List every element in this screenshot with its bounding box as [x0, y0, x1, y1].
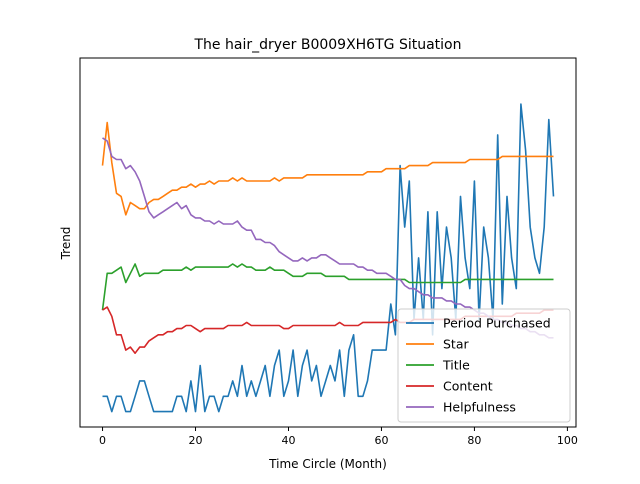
x-tick-label: 80	[467, 434, 481, 447]
x-tick-label: 40	[281, 434, 295, 447]
legend-label: Star	[443, 337, 469, 352]
axes-frame	[79, 57, 577, 428]
series-line-title	[101, 263, 554, 311]
legend: Period Purchased Star Title Content Helpfuln…	[397, 308, 571, 423]
x-tick-label: 0	[99, 434, 106, 447]
x-axis-label: Time Circle (Month)	[268, 457, 387, 471]
x-tick-label: 20	[189, 434, 203, 447]
y-axis-label: Trend	[59, 227, 73, 261]
chart-title: The hair_dryer B0009XH6TG Situation	[194, 37, 462, 53]
x-tick-label: 100	[557, 434, 578, 447]
series-line-period-purchased	[102, 103, 555, 413]
x-axis: 0 20 40 60 80 100	[99, 427, 578, 447]
series-line-star	[101, 121, 554, 216]
legend-box	[397, 308, 571, 423]
legend-label: Helpfulness	[443, 400, 516, 415]
legend-label: Period Purchased	[443, 316, 551, 331]
legend-label: Content	[443, 379, 493, 394]
legend-label: Title	[442, 358, 470, 373]
x-tick-label: 60	[374, 434, 388, 447]
